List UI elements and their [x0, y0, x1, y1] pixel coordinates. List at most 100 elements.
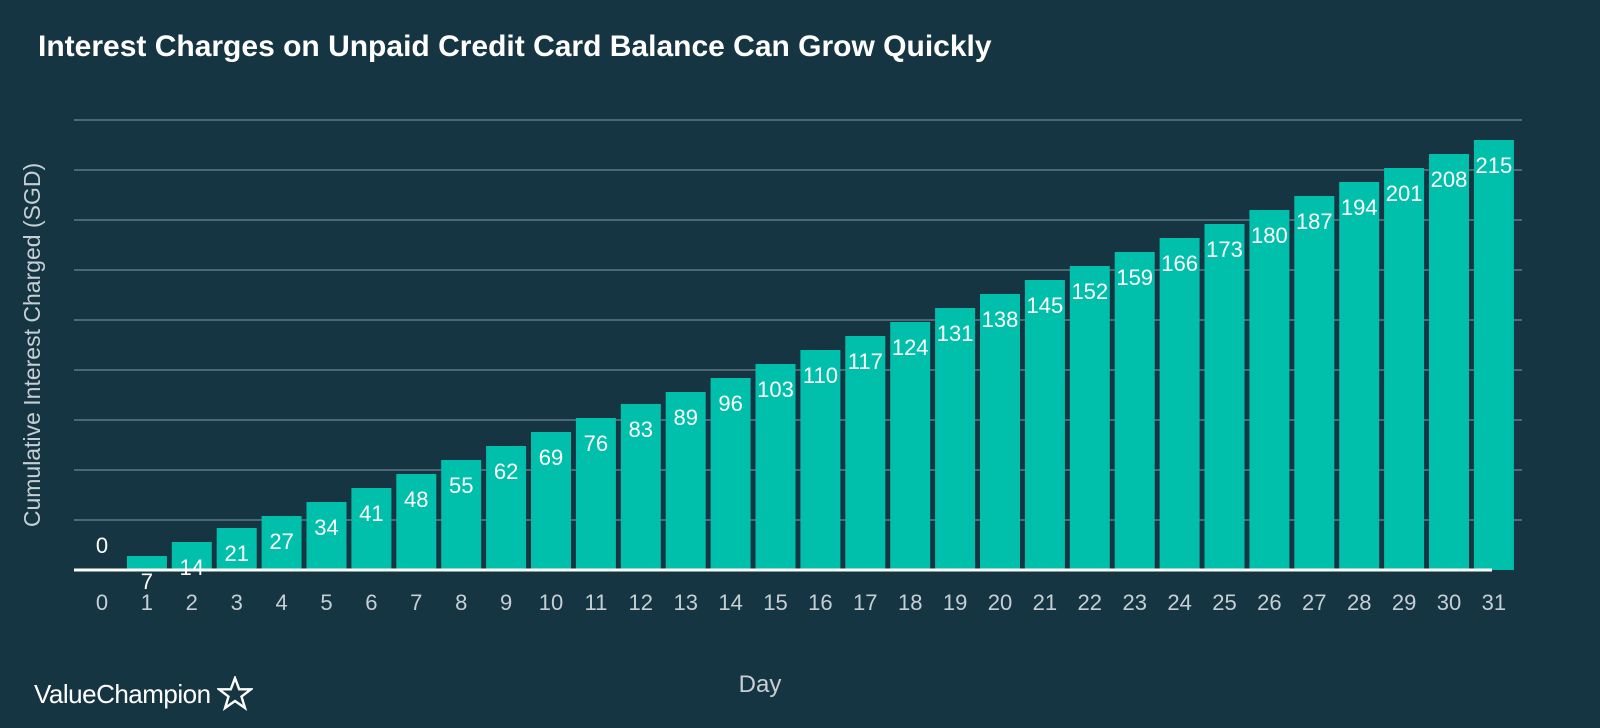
brand-name: ValueChampion [34, 678, 211, 709]
data-label: 48 [404, 487, 428, 512]
bar [306, 502, 347, 570]
x-tick-label: 14 [718, 590, 742, 615]
x-tick-label: 10 [539, 590, 563, 615]
bar [531, 432, 571, 570]
x-tick-label: 0 [96, 590, 108, 615]
data-label: 117 [848, 349, 883, 374]
bar [396, 474, 437, 570]
data-label: 173 [1206, 237, 1243, 262]
data-label: 131 [937, 321, 974, 346]
x-tick-label: 11 [584, 590, 607, 615]
data-label: 166 [1161, 251, 1198, 276]
bar [1473, 140, 1514, 570]
data-label: 89 [673, 405, 697, 430]
x-tick-label: 27 [1302, 590, 1326, 615]
brand-logo: ValueChampion [34, 676, 253, 712]
y-axis-label: Cumulative Interest Charged (SGD) [19, 163, 45, 527]
x-tick-label: 12 [629, 590, 653, 615]
bar [710, 378, 751, 570]
data-label: 180 [1251, 223, 1288, 248]
x-tick-label: 3 [231, 590, 243, 615]
x-tick-label: 17 [853, 590, 877, 615]
bar [1114, 252, 1155, 570]
bar [665, 392, 706, 570]
data-label: 124 [892, 335, 929, 360]
x-tick-label: 7 [410, 590, 422, 615]
bar [845, 336, 886, 570]
bar [261, 516, 302, 570]
x-tick-label: 2 [186, 590, 198, 615]
bar [980, 294, 1020, 570]
data-label: 215 [1476, 153, 1513, 178]
bar [351, 488, 392, 570]
data-label: 187 [1296, 209, 1333, 234]
bar [486, 446, 527, 570]
bar-series [126, 140, 1514, 570]
data-label: 96 [718, 391, 742, 416]
data-label: 110 [803, 363, 838, 388]
data-label: 27 [269, 529, 293, 554]
x-tick-label: 13 [673, 590, 697, 615]
data-label: 34 [314, 515, 338, 540]
data-label: 83 [629, 417, 653, 442]
bar [1159, 238, 1200, 570]
chart-title: Interest Charges on Unpaid Credit Card B… [38, 30, 992, 63]
bar [935, 308, 976, 570]
bar [620, 404, 661, 570]
data-label: 159 [1116, 265, 1153, 290]
bar [171, 542, 212, 570]
x-tick-label: 21 [1033, 590, 1057, 615]
x-tick-label: 18 [898, 590, 922, 615]
x-tick-label: 29 [1392, 590, 1416, 615]
x-tick-label: 4 [275, 590, 287, 615]
data-label: 152 [1071, 279, 1108, 304]
data-label: 55 [449, 473, 473, 498]
x-tick-label: 8 [455, 590, 467, 615]
data-label: 21 [224, 541, 248, 566]
x-tick-label: 9 [500, 590, 512, 615]
data-label: 76 [584, 431, 608, 456]
x-tick-label: 16 [808, 590, 832, 615]
bar [1069, 266, 1110, 570]
bar [1249, 210, 1290, 570]
x-tick-labels: 0 1 2 3 4 5 6 7 8 9 10 11 12 13 14 15 16 17 18 19 20 21 22 23 24… [96, 590, 1506, 615]
x-tick-label: 23 [1122, 590, 1146, 615]
x-tick-label: 24 [1167, 590, 1191, 615]
bar [441, 460, 482, 570]
x-tick-label: 25 [1212, 590, 1236, 615]
data-label: 201 [1386, 181, 1423, 206]
x-tick-label: 6 [365, 590, 377, 615]
data-label: 14 [180, 555, 204, 580]
x-tick-label: 31 [1482, 590, 1506, 615]
data-label: 0 [96, 533, 108, 558]
data-label: 62 [494, 459, 518, 484]
data-label: 145 [1027, 293, 1064, 318]
bar [1384, 168, 1425, 570]
x-axis-label: Day [739, 671, 782, 698]
bar [126, 556, 167, 570]
bar [1204, 224, 1245, 570]
data-label: 138 [982, 307, 1019, 332]
bar [800, 350, 841, 570]
bar [1339, 182, 1380, 570]
bar [755, 364, 796, 570]
x-tick-label: 28 [1347, 590, 1371, 615]
data-label: 103 [757, 377, 794, 402]
x-tick-label: 26 [1257, 590, 1281, 615]
data-label: 41 [359, 501, 383, 526]
bar [1429, 154, 1469, 570]
bar [575, 418, 616, 570]
bar [890, 322, 931, 570]
star-icon [216, 676, 253, 711]
bar [216, 528, 257, 570]
bar [1294, 196, 1335, 570]
x-tick-label: 19 [943, 590, 967, 615]
bar [1024, 280, 1065, 570]
x-tick-label: 30 [1437, 590, 1461, 615]
data-labels: 0 7 14 21 27 34 41 48 55 62 69 76 83 89 96 103 110 117 124… [96, 153, 1512, 594]
data-label: 69 [539, 445, 563, 470]
x-tick-label: 15 [763, 590, 787, 615]
x-tick-label: 5 [320, 590, 332, 615]
x-tick-label: 1 [141, 590, 153, 615]
